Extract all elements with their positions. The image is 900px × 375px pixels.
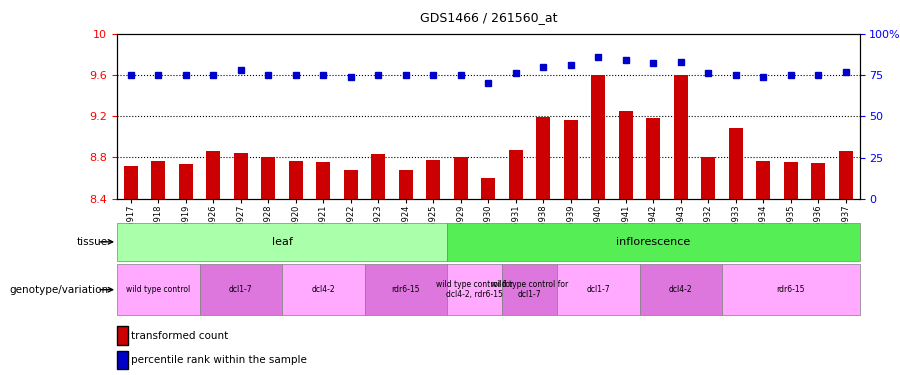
Bar xyxy=(536,117,550,199)
Bar xyxy=(508,150,523,199)
Bar xyxy=(151,160,165,199)
Bar xyxy=(722,264,860,315)
Bar xyxy=(399,170,412,199)
Bar xyxy=(557,264,640,315)
Bar xyxy=(200,264,282,315)
Text: wild type control: wild type control xyxy=(126,285,191,294)
Bar xyxy=(206,152,220,199)
Text: dcl4-2: dcl4-2 xyxy=(311,285,335,294)
Bar xyxy=(282,264,364,315)
Text: tissue: tissue xyxy=(76,237,108,247)
Bar xyxy=(317,162,330,199)
Text: rdr6-15: rdr6-15 xyxy=(777,285,805,294)
Text: leaf: leaf xyxy=(272,237,292,247)
Bar xyxy=(839,152,852,199)
Bar xyxy=(454,158,468,199)
Bar xyxy=(619,111,633,199)
Text: rdr6-15: rdr6-15 xyxy=(392,285,420,294)
Bar xyxy=(674,75,688,199)
Text: transformed count: transformed count xyxy=(131,331,229,340)
Bar xyxy=(344,170,357,199)
Bar xyxy=(784,162,797,199)
Bar xyxy=(289,160,302,199)
Bar xyxy=(447,223,860,261)
Bar xyxy=(640,264,722,315)
Bar xyxy=(729,128,742,199)
Bar xyxy=(482,178,495,199)
Text: percentile rank within the sample: percentile rank within the sample xyxy=(131,355,307,365)
Text: wild type control for
dcl1-7: wild type control for dcl1-7 xyxy=(491,280,568,299)
Bar xyxy=(364,264,447,315)
Text: genotype/variation: genotype/variation xyxy=(9,285,108,295)
Bar xyxy=(261,158,275,199)
Bar xyxy=(447,264,502,315)
Bar xyxy=(812,163,825,199)
Bar xyxy=(179,164,193,199)
Bar xyxy=(564,120,578,199)
Bar xyxy=(234,153,248,199)
Bar xyxy=(124,166,138,199)
Bar xyxy=(372,154,385,199)
Text: dcl1-7: dcl1-7 xyxy=(587,285,610,294)
Bar xyxy=(646,118,660,199)
Text: wild type control for
dcl4-2, rdr6-15: wild type control for dcl4-2, rdr6-15 xyxy=(436,280,513,299)
Bar xyxy=(117,264,200,315)
Bar xyxy=(756,160,770,199)
Text: dcl1-7: dcl1-7 xyxy=(229,285,253,294)
Text: GDS1466 / 261560_at: GDS1466 / 261560_at xyxy=(419,11,557,24)
Bar xyxy=(117,223,447,261)
Text: dcl4-2: dcl4-2 xyxy=(669,285,693,294)
Bar xyxy=(427,160,440,199)
Bar xyxy=(591,75,605,199)
Text: inflorescence: inflorescence xyxy=(616,237,690,247)
Bar xyxy=(502,264,557,315)
Bar xyxy=(701,158,716,199)
